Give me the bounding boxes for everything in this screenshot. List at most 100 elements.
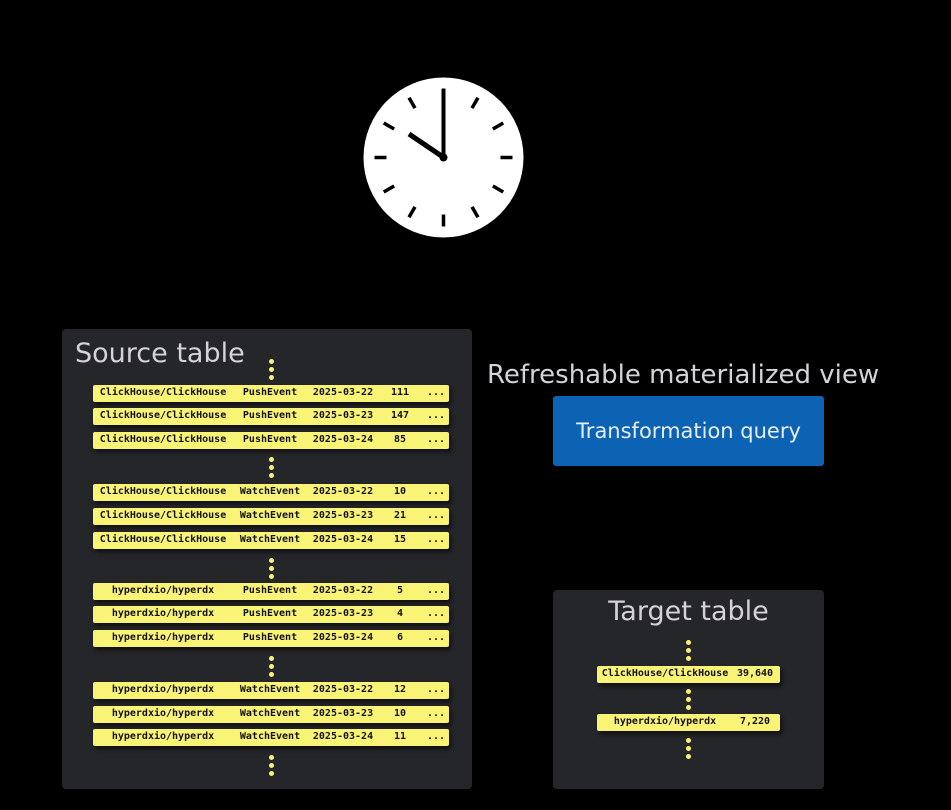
- cell: ...: [426, 387, 446, 398]
- cell: hyperdxio/hyperdx: [111, 585, 215, 596]
- cell: 2025-03-23: [312, 608, 374, 619]
- target-table-row: hyperdxio/hyperdx 7,220: [597, 714, 780, 731]
- ellipsis-dot: [269, 763, 274, 768]
- cell: PushEvent: [242, 410, 298, 421]
- source-table-row: hyperdxio/hyperdx PushEvent 2025-03-23 4...: [93, 606, 449, 623]
- cell: hyperdxio/hyperdx: [111, 684, 215, 695]
- clock-tick: [407, 205, 417, 219]
- transformation-query-box: Transformation query: [553, 396, 824, 466]
- cell: 2025-03-22: [312, 585, 374, 596]
- cell: hyperdxio/hyperdx: [111, 608, 215, 619]
- source-table-row: ClickHouse/ClickHouse PushEvent 2025-03-23…: [93, 408, 449, 425]
- cell: 2025-03-24: [312, 534, 374, 545]
- ellipsis-dot: [269, 755, 274, 760]
- ellipsis-dot: [686, 746, 691, 751]
- source-table-row: ClickHouse/ClickHouse PushEvent 2025-03-22…: [93, 385, 449, 402]
- cell: WatchEvent: [239, 731, 301, 742]
- cell: ClickHouse/ClickHouse: [99, 510, 227, 521]
- cell: hyperdxio/hyperdx: [111, 731, 215, 742]
- cell: 2025-03-23: [312, 410, 374, 421]
- cell: 39,640: [736, 668, 774, 679]
- cell: ClickHouse/ClickHouse: [99, 486, 227, 497]
- cell: 2025-03-22: [312, 486, 374, 497]
- clock-tick: [382, 121, 396, 131]
- source-table-row: hyperdxio/hyperdx WatchEvent 2025-03-24 11.…: [93, 729, 449, 746]
- ellipsis-dot: [269, 574, 274, 579]
- ellipsis-dot: [269, 375, 274, 380]
- cell: 85: [393, 434, 407, 445]
- cell: 111: [390, 387, 410, 398]
- cell: ...: [426, 410, 446, 421]
- ellipsis-dot: [686, 640, 691, 645]
- cell: ClickHouse/ClickHouse: [99, 534, 227, 545]
- clock-tick: [382, 184, 396, 194]
- cell: 7,220: [739, 716, 771, 727]
- cell: 15: [393, 534, 407, 545]
- cell: 4: [396, 608, 404, 619]
- cell: ...: [426, 534, 446, 545]
- target-table-row: ClickHouse/ClickHouse 39,640: [597, 666, 780, 683]
- cell: ClickHouse/ClickHouse: [601, 668, 729, 679]
- ellipsis-dot: [269, 457, 274, 462]
- cell: WatchEvent: [239, 684, 301, 695]
- cell: 11: [393, 731, 407, 742]
- cell: WatchEvent: [239, 534, 301, 545]
- cell: 2025-03-22: [312, 387, 374, 398]
- source-table-row: hyperdxio/hyperdx PushEvent 2025-03-24 6...: [93, 630, 449, 647]
- cell: hyperdxio/hyperdx: [613, 716, 717, 727]
- ellipsis-dot: [269, 771, 274, 776]
- ellipsis-dot: [269, 473, 274, 478]
- ellipsis-dot: [269, 672, 274, 677]
- cell: 2025-03-24: [312, 731, 374, 742]
- ellipsis-dot: [269, 367, 274, 372]
- ellipsis-dot: [686, 705, 691, 710]
- cell: ...: [426, 486, 446, 497]
- ellipsis-dot: [269, 359, 274, 364]
- cell: 6: [396, 632, 404, 643]
- cell: ClickHouse/ClickHouse: [99, 387, 227, 398]
- cell: hyperdxio/hyperdx: [111, 632, 215, 643]
- source-table-title: Source table: [75, 338, 245, 369]
- ellipsis-dot: [269, 558, 274, 563]
- cell: 147: [390, 410, 410, 421]
- view-label: Refreshable materialized view: [487, 360, 880, 390]
- cell: WatchEvent: [239, 510, 301, 521]
- cell: 2025-03-24: [312, 632, 374, 643]
- ellipsis-dot: [269, 656, 274, 661]
- ellipsis-dot: [269, 465, 274, 470]
- clock-tick: [470, 205, 480, 219]
- clock-icon: [363, 77, 524, 238]
- source-table-row: hyperdxio/hyperdx PushEvent 2025-03-22 5...: [93, 583, 449, 600]
- cell: ...: [426, 510, 446, 521]
- clock-tick: [491, 184, 505, 194]
- cell: ...: [426, 585, 446, 596]
- cell: PushEvent: [242, 608, 298, 619]
- cell: 2025-03-22: [312, 684, 374, 695]
- source-table-row: hyperdxio/hyperdx WatchEvent 2025-03-23 10.…: [93, 706, 449, 723]
- source-table-row: hyperdxio/hyperdx WatchEvent 2025-03-22 12.…: [93, 682, 449, 699]
- ellipsis-dot: [269, 566, 274, 571]
- cell: 10: [393, 486, 407, 497]
- source-table-row: ClickHouse/ClickHouse WatchEvent 2025-03-2…: [93, 484, 449, 501]
- source-table-row: ClickHouse/ClickHouse PushEvent 2025-03-24…: [93, 432, 449, 449]
- cell: WatchEvent: [239, 708, 301, 719]
- cell: ClickHouse/ClickHouse: [99, 410, 227, 421]
- cell: 2025-03-24: [312, 434, 374, 445]
- cell: WatchEvent: [239, 486, 301, 497]
- ellipsis-dot: [686, 648, 691, 653]
- cell: 10: [393, 708, 407, 719]
- cell: 5: [396, 585, 404, 596]
- ellipsis-dot: [269, 664, 274, 669]
- target-table-title: Target table: [608, 596, 769, 627]
- ellipsis-dot: [686, 754, 691, 759]
- cell: 2025-03-23: [312, 708, 374, 719]
- source-table-row: ClickHouse/ClickHouse WatchEvent 2025-03-2…: [93, 532, 449, 549]
- cell: PushEvent: [242, 585, 298, 596]
- cell: ...: [426, 684, 446, 695]
- ellipsis-dot: [686, 656, 691, 661]
- ellipsis-dot: [686, 738, 691, 743]
- cell: ...: [426, 708, 446, 719]
- cell: ...: [426, 608, 446, 619]
- cell: ...: [426, 632, 446, 643]
- cell: PushEvent: [242, 387, 298, 398]
